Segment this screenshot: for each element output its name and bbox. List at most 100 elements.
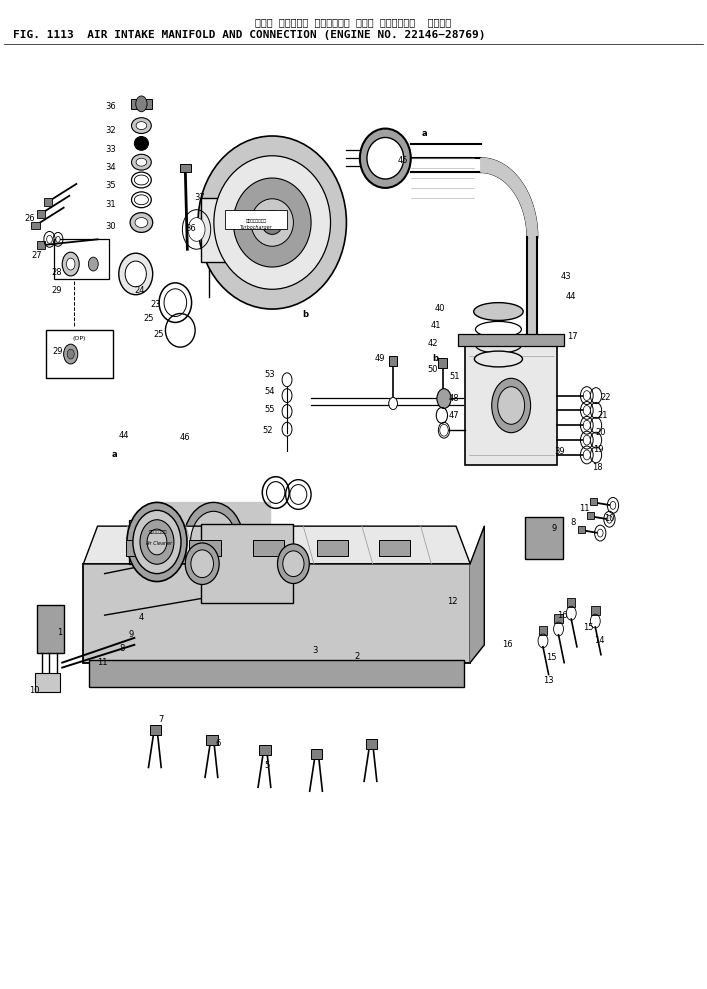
Text: 3: 3 <box>312 646 317 656</box>
Ellipse shape <box>251 199 293 246</box>
Bar <box>131 99 152 109</box>
Text: 5: 5 <box>264 761 270 770</box>
Bar <box>37 605 64 653</box>
Ellipse shape <box>283 551 304 577</box>
Circle shape <box>610 501 616 509</box>
Text: 46: 46 <box>180 432 191 442</box>
Bar <box>253 540 284 556</box>
Circle shape <box>583 450 590 460</box>
Text: 11: 11 <box>98 658 107 668</box>
Text: 34: 34 <box>105 162 117 172</box>
Text: a: a <box>421 129 427 138</box>
Text: 12: 12 <box>448 596 457 606</box>
Circle shape <box>583 435 590 445</box>
Circle shape <box>64 344 78 364</box>
Ellipse shape <box>134 136 148 150</box>
Ellipse shape <box>474 351 522 367</box>
Text: 9: 9 <box>551 523 557 533</box>
Circle shape <box>56 236 60 242</box>
Bar <box>37 241 45 249</box>
Text: 2: 2 <box>354 652 360 662</box>
Bar <box>567 598 575 607</box>
Text: 36: 36 <box>105 102 117 112</box>
Text: 20: 20 <box>596 427 606 437</box>
Bar <box>31 222 40 229</box>
Ellipse shape <box>191 550 214 578</box>
Text: FIG. 1113  AIR INTAKE MANIFOLD AND CONNECTION (ENGINE NO. 22146−28769): FIG. 1113 AIR INTAKE MANIFOLD AND CONNEC… <box>13 30 485 40</box>
Text: 4: 4 <box>139 612 144 622</box>
Circle shape <box>440 424 448 436</box>
Bar <box>129 520 158 564</box>
Ellipse shape <box>133 510 181 574</box>
Text: 28: 28 <box>51 268 62 278</box>
Text: Air Cleaner: Air Cleaner <box>145 541 172 547</box>
Text: 19: 19 <box>593 445 603 455</box>
Text: 10: 10 <box>29 685 39 695</box>
Bar <box>587 512 594 519</box>
Text: 33: 33 <box>105 144 117 154</box>
Text: 10: 10 <box>604 513 614 523</box>
Text: 7: 7 <box>158 715 164 725</box>
Text: 9: 9 <box>128 630 134 640</box>
Bar <box>35 673 60 692</box>
Circle shape <box>188 218 205 241</box>
Bar <box>201 524 293 603</box>
Ellipse shape <box>492 378 531 433</box>
Text: 55: 55 <box>265 405 275 414</box>
Circle shape <box>136 96 147 112</box>
Bar <box>525 517 563 559</box>
Text: 11: 11 <box>579 503 589 513</box>
Text: b: b <box>303 310 308 319</box>
Ellipse shape <box>498 387 525 424</box>
Polygon shape <box>470 526 484 663</box>
Text: 44: 44 <box>119 430 129 440</box>
Circle shape <box>67 349 74 359</box>
Bar <box>180 164 191 172</box>
Ellipse shape <box>367 137 404 179</box>
Bar <box>465 346 557 465</box>
Ellipse shape <box>130 213 153 232</box>
Bar <box>458 334 564 346</box>
Text: 31: 31 <box>105 200 117 210</box>
Text: 54: 54 <box>265 387 275 397</box>
Text: ターボチャージャ: ターボチャージャ <box>245 220 267 224</box>
Circle shape <box>437 389 451 408</box>
Bar <box>44 198 52 206</box>
Bar <box>225 210 287 229</box>
Text: 25: 25 <box>144 314 153 323</box>
Text: 13: 13 <box>542 675 554 685</box>
Circle shape <box>66 258 75 270</box>
Bar <box>46 330 113 378</box>
Text: 37: 37 <box>194 193 205 203</box>
Text: 52: 52 <box>262 425 272 435</box>
Ellipse shape <box>183 502 243 582</box>
Ellipse shape <box>147 529 167 555</box>
Text: エアー  インテーク  マニホールド  および  コネクション    適用号機: エアー インテーク マニホールド および コネクション 適用号機 <box>255 17 452 27</box>
Text: 36: 36 <box>185 224 197 233</box>
Circle shape <box>62 252 79 276</box>
Text: 29: 29 <box>52 286 62 296</box>
Circle shape <box>583 391 590 401</box>
Circle shape <box>583 405 590 415</box>
Text: 48: 48 <box>448 394 460 404</box>
Bar <box>150 725 161 735</box>
Text: 51: 51 <box>450 372 460 382</box>
Bar <box>189 540 221 556</box>
Bar <box>539 626 547 635</box>
Text: 23: 23 <box>150 300 161 310</box>
Text: 22: 22 <box>600 393 610 403</box>
Bar <box>54 239 109 279</box>
Bar <box>317 540 348 556</box>
Polygon shape <box>157 502 270 582</box>
Text: 18: 18 <box>592 463 603 473</box>
Text: 15: 15 <box>583 622 593 632</box>
Ellipse shape <box>125 261 146 287</box>
Text: b: b <box>432 353 438 363</box>
Bar <box>527 237 537 341</box>
Bar <box>206 735 218 745</box>
Bar <box>554 614 563 623</box>
Polygon shape <box>105 554 202 615</box>
Ellipse shape <box>132 154 151 170</box>
Text: 45: 45 <box>398 155 408 165</box>
Text: 8: 8 <box>570 517 575 527</box>
